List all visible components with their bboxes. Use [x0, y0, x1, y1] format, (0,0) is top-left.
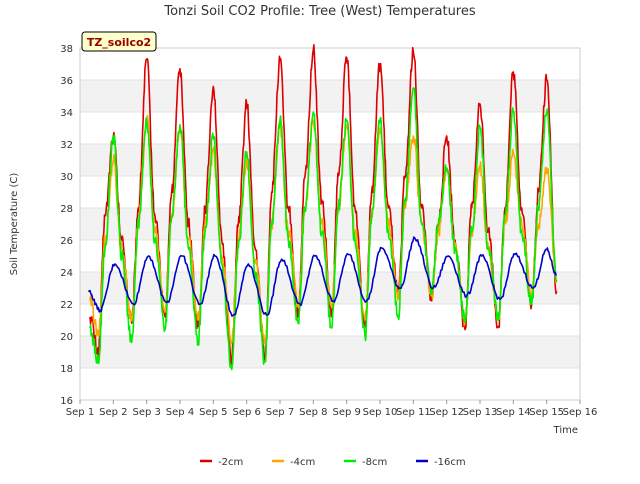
x-tick-label: Sep 3 — [132, 407, 160, 418]
x-tick-label: Sep 5 — [199, 407, 227, 418]
y-tick-label: 34 — [60, 108, 73, 119]
plot-band — [80, 336, 580, 368]
x-tick-label: Sep 14 — [496, 407, 531, 418]
y-tick-label: 22 — [60, 300, 73, 311]
x-axis-label: Time — [553, 425, 578, 436]
plot-frame — [79, 47, 581, 401]
series-lines — [88, 44, 558, 371]
x-tick-label: Sep 1 — [66, 407, 94, 418]
legend-label: -4cm — [290, 457, 315, 468]
annotation-label: TZ_soilco2 — [87, 36, 151, 49]
legend-label: -2cm — [218, 457, 243, 468]
annotation-box: TZ_soilco2 — [81, 31, 157, 52]
legend-label: -8cm — [362, 457, 387, 468]
y-axis-ticks: 16 18 20 22 24 26 28 30 32 34 36 38 — [60, 44, 73, 407]
plot-band — [80, 208, 580, 240]
y-axis-label: Soil Temperature (C) — [9, 173, 20, 276]
x-tick-label: Sep 6 — [232, 407, 260, 418]
y-tick-label: 36 — [60, 76, 73, 87]
x-axis-ticks: Sep 1 Sep 2 Sep 3 Sep 4 Sep 5 Sep 6 Sep 7 Sep 8… — [66, 400, 598, 418]
x-tick-label: Sep 15 — [529, 407, 564, 418]
series-line-16cm — [88, 236, 557, 317]
y-tick-label: 28 — [60, 204, 73, 215]
x-tick-label: Sep 7 — [266, 407, 294, 418]
legend-label: -16cm — [434, 457, 466, 468]
y-tick-label: 26 — [60, 236, 73, 247]
x-tick-label: Sep 13 — [463, 407, 498, 418]
plot-background-bands — [80, 80, 580, 368]
y-tick-label: 20 — [60, 332, 73, 343]
y-tick-label: 16 — [60, 396, 73, 407]
x-tick-label: Sep 12 — [429, 407, 464, 418]
x-tick-label: Sep 11 — [396, 407, 431, 418]
x-tick-label: Sep 4 — [166, 407, 194, 418]
x-tick-label: Sep 2 — [99, 407, 127, 418]
legend: -2cm -4cm -8cm -16cm — [200, 457, 466, 468]
x-tick-label: Sep 9 — [332, 407, 360, 418]
y-tick-label: 30 — [60, 172, 73, 183]
chart-title: Tonzi Soil CO2 Profile: Tree (West) Temp… — [163, 4, 476, 19]
plot-band — [80, 144, 580, 176]
x-tick-label: Sep 10 — [363, 407, 398, 418]
y-tick-label: 38 — [60, 44, 73, 55]
y-tick-label: 32 — [60, 140, 73, 151]
y-tick-label: 18 — [60, 364, 73, 375]
plot-band — [80, 80, 580, 112]
y-tick-label: 24 — [60, 268, 73, 279]
x-tick-label: Sep 8 — [299, 407, 327, 418]
x-tick-label: Sep 16 — [563, 407, 598, 418]
